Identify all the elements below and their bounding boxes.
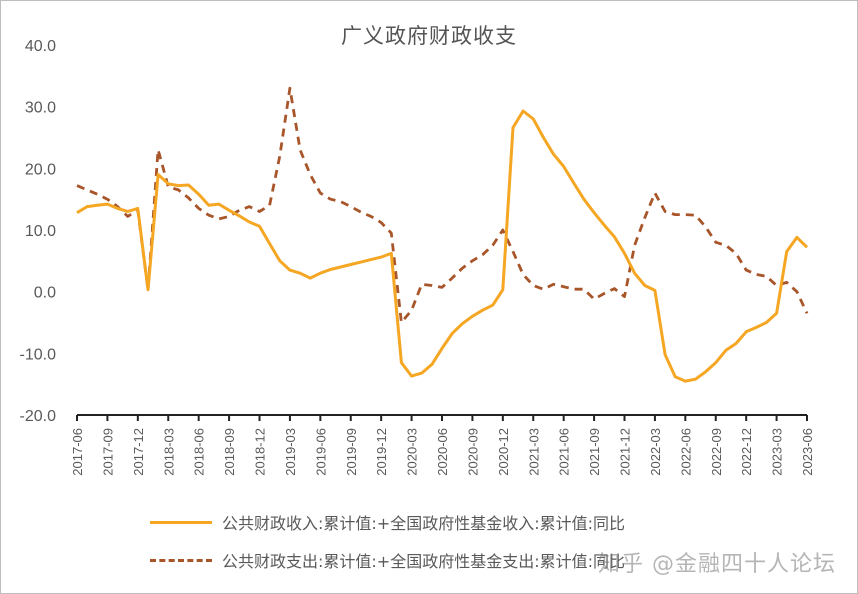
legend-label-revenue: 公共财政收入:累计值:+全国政府性基金收入:累计值:同比 — [222, 514, 625, 533]
solid-line-swatch-icon — [150, 520, 212, 524]
x-tick-label: 2021-06 — [557, 428, 572, 476]
x-tick-label: 2019-03 — [283, 428, 298, 476]
x-tick-label: 2022-03 — [648, 428, 663, 476]
y-tick-label: 30.0 — [25, 100, 56, 117]
x-tick-label: 2021-12 — [618, 428, 633, 476]
watermark: 知乎 @金融四十人论坛 — [598, 552, 836, 577]
x-tick-label: 2022-09 — [709, 428, 724, 476]
x-tick-label: 2019-09 — [344, 428, 359, 476]
x-tick-label: 2021-09 — [587, 428, 602, 476]
x-tick-label: 2017-09 — [100, 428, 115, 476]
x-tick-label: 2018-09 — [222, 428, 237, 476]
y-tick-label: 20.0 — [25, 161, 56, 178]
x-tick-label: 2019-06 — [313, 428, 328, 476]
x-tick-label: 2023-03 — [770, 428, 785, 476]
y-tick-label: -20.0 — [20, 408, 57, 425]
y-tick-label: -10.0 — [20, 346, 57, 363]
y-tick-label: 0.0 — [34, 285, 56, 302]
y-axis-labels: 40.0 30.0 20.0 10.0 0.0 -10.0 -20.0 — [20, 38, 57, 425]
x-tick-label: 2020-06 — [435, 428, 450, 476]
dashed-line-swatch-icon — [150, 558, 212, 562]
x-tick-label: 2018-12 — [253, 428, 268, 476]
y-tick-label: 40.0 — [25, 38, 56, 55]
x-tick-label: 2022-06 — [678, 428, 693, 476]
legend-item-revenue: 公共财政收入:累计值:+全国政府性基金收入:累计值:同比 — [150, 510, 625, 534]
series-expenditure-line — [76, 86, 809, 324]
x-tick-label: 2017-06 — [70, 428, 85, 476]
x-tick-label: 2020-09 — [465, 428, 480, 476]
x-tick-label: 2019-12 — [374, 428, 389, 476]
x-tick-label: 2017-12 — [131, 428, 146, 476]
x-tick-label: 2018-06 — [192, 428, 207, 476]
chart-series — [76, 86, 809, 383]
y-tick-label: 10.0 — [25, 223, 56, 240]
series-revenue-line — [76, 109, 809, 383]
x-tick-label: 2023-06 — [800, 428, 815, 476]
x-tick-label: 2021-03 — [526, 428, 541, 476]
x-axis: 2017-06 2017-09 2017-12 2018-03 2018-06 2018-… — [70, 414, 815, 476]
legend-label-expenditure: 公共财政支出:累计值:+全国政府性基金支出:累计值:同比 — [222, 552, 625, 571]
x-tick-label: 2018-03 — [161, 428, 176, 476]
chart-title: 广义政府财政收支 — [341, 24, 517, 48]
x-tick-label: 2022-12 — [739, 428, 754, 476]
legend-item-expenditure: 公共财政支出:累计值:+全国政府性基金支出:累计值:同比 — [150, 548, 625, 572]
x-tick-label: 2020-03 — [405, 428, 420, 476]
x-tick-label: 2020-12 — [496, 428, 511, 476]
